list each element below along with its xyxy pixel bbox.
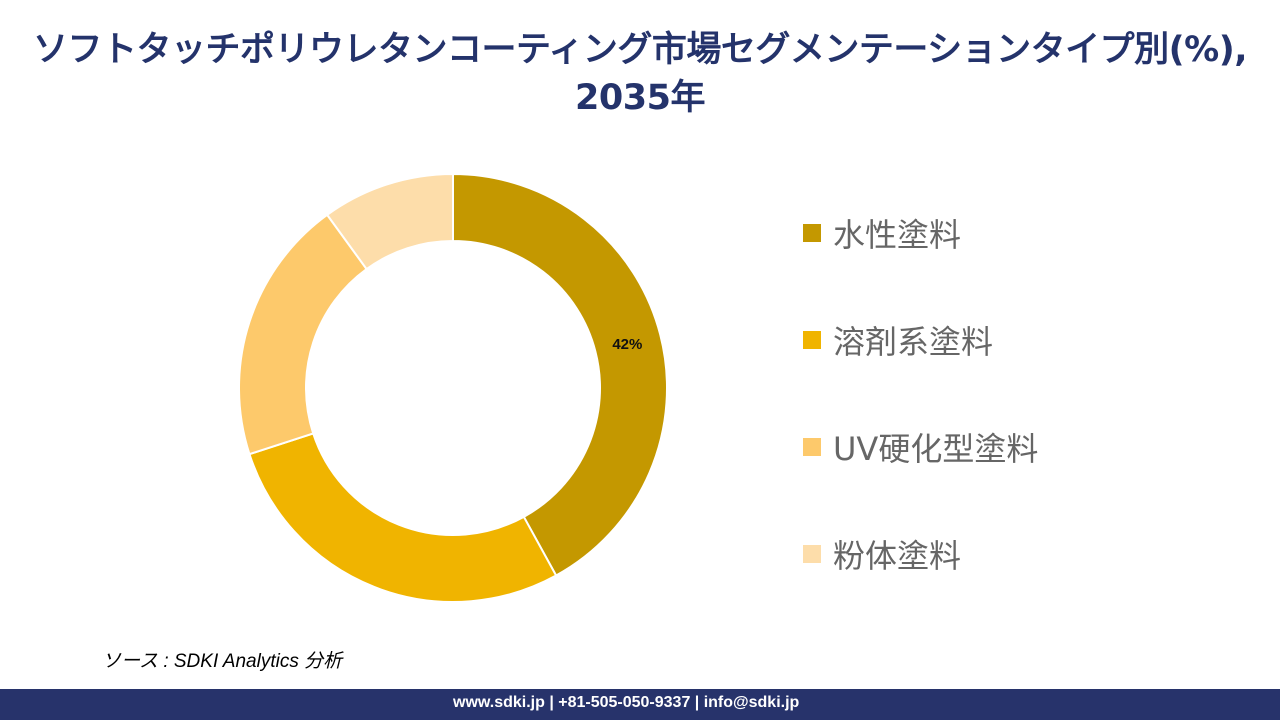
donut-slice-1 xyxy=(452,172,668,577)
legend-item: 水性塗料 xyxy=(803,210,961,256)
legend-label: 水性塗料 xyxy=(833,216,962,254)
donut-slice-4 xyxy=(325,172,454,271)
legend-swatch xyxy=(803,545,821,563)
legend-label: UV硬化型塗料 xyxy=(833,430,1039,468)
donut-slice-2 xyxy=(248,432,558,603)
legend-label: 粉体塗料 xyxy=(833,537,962,575)
donut-slice-3 xyxy=(238,213,368,456)
legend-swatch xyxy=(803,224,821,242)
legend-label: 溶剤系塗料 xyxy=(833,323,994,361)
data-label: 42% xyxy=(612,336,642,353)
legend-item: 粉体塗料 xyxy=(803,531,961,577)
chart-title: ソフトタッチポリウレタンコーティング市場セグメンテーションタイプ別(%), 20… xyxy=(32,30,1248,118)
legend-item: 溶剤系塗料 xyxy=(803,317,993,363)
legend-swatch xyxy=(803,331,821,349)
legend-swatch xyxy=(803,438,821,456)
legend-item: UV硬化型塗料 xyxy=(803,424,1038,470)
footer-bar: www.sdki.jp | +81-505-050-9337 | info@sd… xyxy=(0,689,1280,720)
footer-contact: www.sdki.jp | +81-505-050-9337 | info@sd… xyxy=(453,694,800,711)
source-note: ソース : SDKI Analytics 分析 xyxy=(102,651,343,672)
